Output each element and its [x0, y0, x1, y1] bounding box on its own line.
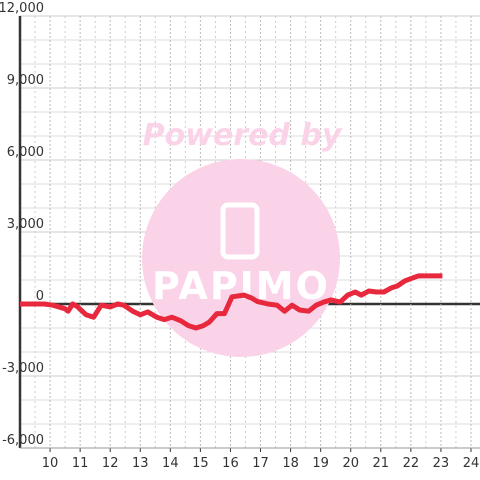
x-tick-label: 18 [282, 456, 299, 471]
x-tick-label: 12 [102, 456, 119, 471]
x-tick-label: 15 [192, 456, 209, 471]
y-tick-label: -3,000 [2, 361, 44, 376]
x-tick-label: 13 [132, 456, 149, 471]
y-tick-label: 12,000 [0, 1, 44, 16]
y-tick-label: 9,000 [7, 73, 44, 88]
y-tick-label: 0 [36, 289, 44, 304]
y-tick-label: 6,000 [7, 145, 44, 160]
x-tick-label: 22 [403, 456, 420, 471]
x-tick-label: 11 [72, 456, 89, 471]
data-line [20, 273, 443, 331]
x-tick-label: 20 [342, 456, 359, 471]
x-tick-label: 16 [222, 456, 239, 471]
watermark-logo: PAPIMO [152, 264, 330, 308]
watermark: Powered by PAPIMO [142, 118, 343, 357]
watermark-icon [220, 202, 260, 260]
x-tick-label: 17 [252, 456, 269, 471]
x-tick-label: 24 [463, 456, 480, 471]
x-tick-label: 23 [433, 456, 450, 471]
grid [20, 15, 480, 449]
watermark-title: Powered by [143, 118, 343, 153]
x-tick-label: 21 [373, 456, 390, 471]
y-tick-label: 3,000 [7, 217, 44, 232]
x-tick-label: 14 [162, 456, 179, 471]
x-tick-label: 10 [42, 456, 59, 471]
x-tick-label: 19 [312, 456, 329, 471]
y-tick-label: -6,000 [2, 433, 44, 448]
